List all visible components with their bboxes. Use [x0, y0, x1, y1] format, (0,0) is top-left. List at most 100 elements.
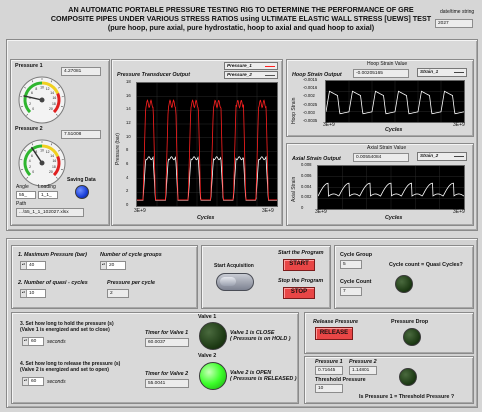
timer-valve2-label: Timer for Valve 2: [145, 371, 189, 377]
saving-data-led: [75, 185, 89, 199]
loading-field[interactable]: 1_1_: [38, 191, 58, 199]
timer-valve1-label: Timer for Valve 1: [145, 330, 189, 336]
axial-xtick-right: 3E+9: [453, 209, 465, 215]
cycle-groups-label: Number of cycle groups: [100, 252, 162, 258]
gauge-tick-label: 12: [46, 150, 50, 154]
max-pressure-label: 1. Maximum Pressure (bar): [18, 252, 87, 258]
threshold-panel: Pressure 1 0.71645 Pressure 2 1.14801 Th…: [304, 356, 474, 404]
y-tick-label: 0.008: [301, 162, 312, 167]
timer-valve2-indicator: 55.0041: [145, 379, 189, 388]
gauge-tick: [26, 113, 29, 116]
release-time-unit: seconds: [47, 379, 66, 385]
gauge-tick: [60, 105, 64, 108]
legend-strain1: Strain_1: [417, 68, 467, 77]
gauge-tick-label: 4: [29, 96, 31, 100]
hold-time-field[interactable]: ▴▾ 60: [22, 337, 44, 346]
valve2-status-2: ( Pressure is RELEASED ): [230, 376, 297, 382]
gauge-tick-label: 6: [31, 154, 33, 158]
y-tick-label: 0.004: [301, 183, 312, 189]
gauge-tick-label: 6: [31, 91, 33, 95]
gauge-tick-label: 0: [32, 170, 34, 174]
hold-time-label-1: 3. Set how long to hold the pressure (s): [20, 321, 114, 327]
y-tick-label: 0.002: [301, 194, 312, 200]
valve2-label: Valve 2: [198, 353, 217, 359]
gauge-tick-label: 10: [40, 149, 44, 153]
max-pressure-field[interactable]: ▴▾ 40: [20, 261, 46, 270]
gauge-tick: [55, 113, 58, 116]
pressure-xtick-left: 3E+9: [134, 208, 146, 214]
start-acquisition-toggle[interactable]: [216, 273, 254, 291]
gauge-tick: [50, 80, 53, 83]
valve1-status-2: ( Pressure is on HOLD ): [230, 336, 291, 342]
threshold-indicator: 10: [315, 384, 343, 393]
hoop-strain-panel: Hoop Strain Value Hoop Strain Output -0.…: [286, 59, 474, 137]
pressure-plot-area: [136, 82, 278, 207]
gauge-tick: [58, 86, 60, 89]
gauge-tick: [58, 149, 60, 152]
y-tick-label: 0: [301, 205, 304, 210]
hold-time-unit: seconds: [47, 339, 66, 345]
stop-program-label: Stop the Program: [278, 278, 324, 284]
release-button[interactable]: RELEASE: [315, 327, 353, 340]
hoop-value-indicator: -0.00205165: [353, 69, 409, 78]
release-time-label-2: (Valve 2 is energized and set to open): [20, 367, 109, 373]
quasi-cycles-question: Cycle count = Quasi Cycles?: [389, 262, 463, 268]
valve2-status-1: Valve 2 is OPEN: [230, 370, 272, 376]
legend-pressure2: Pressure_2: [224, 71, 278, 79]
threshold-p2-label: Pressure 2: [349, 359, 377, 365]
app-title-line-3: (pure hoop, pure axial, pure hydrostatic…: [107, 23, 375, 32]
legend-strain2: Strain_2: [417, 152, 467, 161]
valve2-led: [199, 362, 227, 390]
y-tick-label: -0.0035: [303, 118, 318, 123]
pressure-chart-panel: Pressure Transducer Output Pressure_1 Pr…: [111, 59, 283, 226]
valve-timer-panel: 3. Set how long to hold the pressure (s)…: [11, 312, 299, 404]
axial-xtick-left: 3E+9: [315, 209, 327, 215]
gauge-panel: Pressure 1 4.27081 0 2 4 6 8 10 12 14 16 18 20 Pre…: [10, 59, 110, 226]
hoop-strain-trace: [325, 90, 465, 115]
y-tick-label: 0: [126, 202, 129, 207]
threshold-p1-label: Pressure 1: [315, 359, 343, 365]
hoop-xtick-right: 3E+9: [453, 122, 465, 128]
cycle-groups-field[interactable]: ▴▾ 20: [100, 261, 126, 270]
quasi-cycles-field[interactable]: ▴▾ 10: [20, 289, 46, 298]
gauge-tick-label: 14: [50, 154, 54, 158]
stop-button[interactable]: STOP: [283, 287, 315, 299]
path-indicator: ...\55_1_1_102027.xlsx: [16, 208, 84, 217]
axial-value-label: Axial Strain Value: [367, 145, 407, 151]
angle-field[interactable]: 55_: [16, 191, 36, 199]
gauge-tick: [55, 176, 58, 179]
gauge-tick: [20, 168, 24, 171]
start-button[interactable]: START: [283, 259, 315, 271]
gauge-tick-label: 16: [52, 96, 56, 100]
quasi-cycles-label: 2. Number of quasi - cycles: [18, 280, 88, 286]
acquisition-panel: Start Acquisition Start the Program STAR…: [201, 245, 331, 309]
y-tick-label: -0.0016: [303, 85, 318, 91]
gauge-tick-label: 18: [52, 102, 56, 106]
cycle-group-label: Cycle Group: [340, 252, 373, 258]
gauge-tick: [20, 105, 24, 108]
pressure-per-cycle-label: Pressure per cycle: [107, 280, 155, 286]
pressure-per-cycle-indicator: 2: [107, 289, 129, 298]
hoop-chart-title: Hoop Strain Output: [292, 72, 342, 78]
cycle-count-label: Cycle Count: [340, 279, 372, 285]
threshold-label: Threshold Pressure: [315, 377, 366, 383]
app-title-line-1: AN AUTOMATIC PORTABLE PRESSURE TESTING R…: [68, 5, 414, 14]
gauge-tick-label: 20: [49, 170, 53, 174]
gauge-tick-label: 12: [46, 87, 50, 91]
date-time-indicator: 2027: [435, 19, 473, 28]
hoop-value-label: Hoop Strain Value: [367, 61, 408, 67]
gauge-tick-label: 2: [29, 165, 31, 169]
pressure-xtick-right: 3E+9: [262, 208, 274, 214]
y-tick-label: -0.0015: [303, 77, 318, 82]
gauge-tick-label: 8: [35, 87, 37, 91]
axial-plot-area: [317, 165, 465, 210]
angle-label: Angle: [16, 184, 29, 190]
y-tick-label: -0.002: [303, 93, 315, 99]
axial-strain-trace: [317, 182, 465, 197]
release-time-field[interactable]: ▴▾ 60: [22, 377, 44, 386]
threshold-led: [399, 368, 417, 386]
y-tick-label: 16: [126, 92, 131, 98]
y-tick-label: 12: [126, 120, 131, 125]
hoop-xtick-left: 3E+9: [323, 122, 335, 128]
start-program-label: Start the Program: [278, 250, 324, 256]
